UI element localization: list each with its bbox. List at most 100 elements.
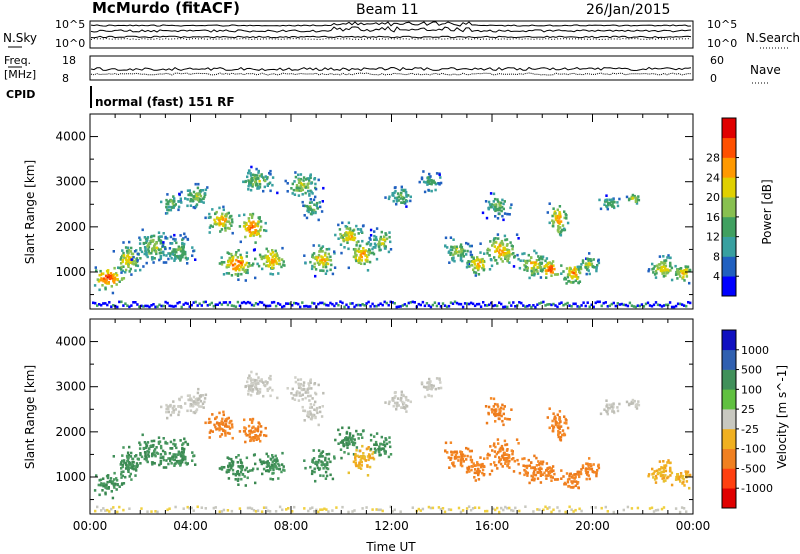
power-echo [247, 188, 250, 191]
power-echo [362, 247, 365, 250]
power-echo [367, 300, 370, 304]
power-echo [218, 262, 222, 265]
power-echo [504, 248, 507, 251]
velocity-echo [351, 436, 354, 440]
power-echo [186, 262, 189, 265]
power-echo [184, 235, 187, 239]
power-echo [355, 259, 358, 263]
power-echo [426, 183, 429, 186]
power-echo [262, 176, 265, 179]
power-echo [107, 281, 110, 284]
power-echo [173, 233, 176, 237]
power-echo [277, 272, 280, 275]
colorbar-tick-label: 8 [713, 250, 720, 263]
velocity-echo [606, 408, 610, 412]
power-echo [457, 254, 460, 257]
velocity-echo [124, 475, 127, 479]
power-echo [387, 303, 390, 307]
velocity-echo [207, 421, 211, 424]
velocity-echo [223, 466, 226, 469]
velocity-echo [251, 390, 254, 393]
velocity-echo [667, 459, 670, 462]
power-echo [459, 253, 463, 257]
power-echo [142, 305, 145, 308]
velocity-echo [307, 415, 310, 419]
power-echo [571, 269, 574, 272]
velocity-echo [627, 403, 631, 407]
power-echo [179, 259, 182, 262]
power-echo [367, 253, 370, 257]
velocity-echo [339, 441, 343, 444]
power-echo [479, 305, 483, 308]
power-echo [317, 218, 320, 222]
power-echo [327, 252, 330, 256]
velocity-echo [175, 455, 178, 459]
power-echo [501, 249, 504, 253]
power-echo [303, 305, 306, 308]
velocity-echo [322, 474, 325, 478]
power-echo [481, 266, 484, 270]
velocity-echo [502, 407, 505, 411]
velocity-echo [378, 453, 381, 457]
velocity-echo [352, 443, 356, 447]
velocity-echo [97, 483, 100, 487]
velocity-echo [411, 506, 414, 509]
velocity-echo [309, 412, 312, 415]
velocity-echo [536, 471, 539, 474]
power-echo [513, 254, 516, 258]
velocity-echo [607, 406, 610, 410]
velocity-echo [576, 481, 580, 484]
power-echo [262, 262, 266, 266]
power-echo [445, 305, 449, 309]
velocity-echo [527, 458, 530, 462]
velocity-echo [249, 386, 252, 390]
power-echo [664, 274, 667, 277]
velocity-echo [366, 465, 369, 468]
power-echo [596, 264, 599, 267]
velocity-echo [373, 435, 376, 438]
power-echo [104, 274, 108, 278]
power-echo [545, 263, 548, 267]
power-echo [576, 277, 579, 281]
power-echo [374, 246, 377, 249]
power-echo [188, 305, 191, 308]
velocity-echo [384, 450, 387, 453]
velocity-echo [165, 410, 168, 414]
velocity-echo [350, 440, 353, 443]
power-echo [132, 262, 136, 266]
velocity-echo [260, 462, 263, 466]
velocity-echo [247, 470, 250, 473]
power-echo [96, 304, 99, 307]
power-echo [650, 304, 654, 308]
power-echo [122, 277, 126, 280]
power-echo [306, 205, 310, 209]
power-echo [393, 302, 396, 305]
velocity-echo [363, 455, 366, 459]
power-echo [227, 260, 230, 264]
velocity-echo [253, 453, 256, 456]
velocity-echo [250, 421, 254, 424]
power-echo [248, 230, 251, 234]
velocity-echo [230, 466, 233, 470]
power-echo [373, 242, 377, 246]
power-echo [560, 272, 563, 275]
power-echo [660, 266, 664, 269]
velocity-echo [319, 474, 322, 477]
velocity-echo [494, 464, 498, 467]
noise-trace [90, 25, 692, 33]
power-echo [329, 259, 333, 262]
velocity-echo [204, 421, 207, 425]
velocity-echo [166, 442, 169, 445]
power-echo [434, 182, 437, 186]
power-echo [298, 186, 301, 190]
power-echo [631, 197, 634, 200]
power-echo [506, 305, 509, 309]
velocity-echo [510, 449, 513, 452]
power-echo [291, 304, 294, 307]
power-echo [608, 201, 611, 205]
power-echo [254, 302, 258, 305]
power-echo [504, 255, 507, 258]
velocity-echo [313, 510, 316, 513]
power-echo [237, 278, 240, 281]
power-echo [276, 191, 279, 195]
